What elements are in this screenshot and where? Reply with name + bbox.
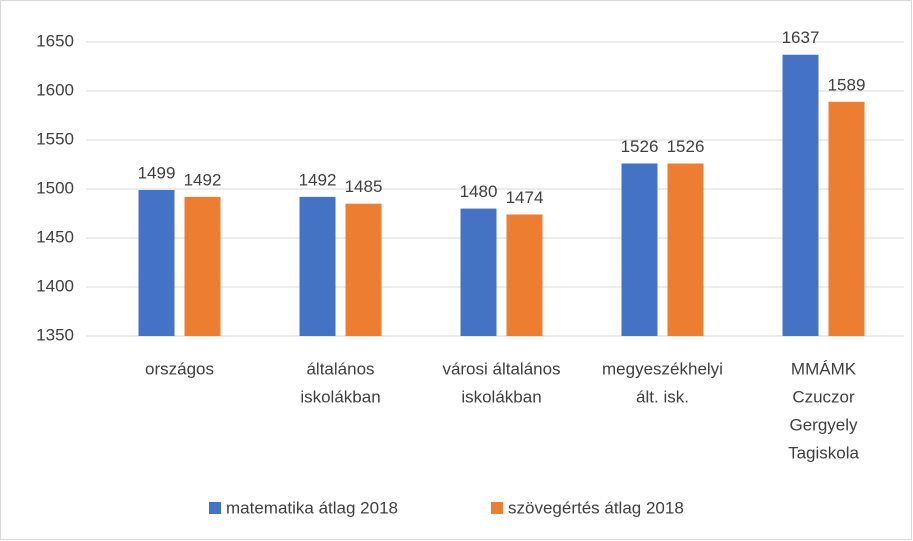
x-tick-label: megyeszékhelyi — [602, 359, 723, 378]
bar — [345, 203, 382, 336]
x-tick-label: ált. isk. — [636, 387, 689, 406]
bar — [299, 196, 336, 336]
x-tick-label: városi általános — [442, 359, 560, 378]
x-tick-label: MMÁMK — [791, 359, 857, 378]
data-label: 1485 — [345, 177, 383, 196]
legend-swatch — [209, 502, 221, 514]
bar — [828, 101, 865, 336]
bar — [506, 214, 543, 336]
bar — [621, 163, 658, 336]
data-label: 1589 — [828, 75, 866, 94]
data-label: 1526 — [667, 137, 705, 156]
bar — [184, 196, 221, 336]
y-tick-label: 1650 — [36, 31, 74, 50]
x-tick-label: Gergyely — [789, 415, 858, 434]
legend-swatch — [491, 502, 503, 514]
data-label: 1499 — [138, 163, 176, 182]
data-label: 1526 — [621, 137, 659, 156]
legend-label: szövegértés átlag 2018 — [508, 498, 684, 517]
legend-label: matematika átlag 2018 — [226, 498, 398, 517]
data-label: 1474 — [506, 188, 544, 207]
bar — [667, 163, 704, 336]
y-tick-label: 1600 — [36, 80, 74, 99]
y-tick-label: 1450 — [36, 227, 74, 246]
bar — [460, 208, 497, 336]
x-tick-label: iskolákban — [300, 387, 380, 406]
y-tick-label: 1400 — [36, 276, 74, 295]
y-tick-label: 1500 — [36, 178, 74, 197]
x-tick-label: Tagiskola — [788, 443, 859, 462]
x-tick-label: Czuczor — [792, 387, 855, 406]
data-label: 1492 — [184, 170, 222, 189]
x-tick-label: országos — [145, 359, 214, 378]
x-tick-label: iskolákban — [461, 387, 541, 406]
x-tick-label: általános — [306, 359, 374, 378]
data-label: 1492 — [299, 170, 337, 189]
y-tick-label: 1350 — [36, 325, 74, 344]
bar — [782, 54, 819, 337]
y-tick-label: 1550 — [36, 129, 74, 148]
bar — [138, 189, 175, 336]
data-label: 1637 — [782, 28, 820, 47]
data-label: 1480 — [460, 182, 498, 201]
